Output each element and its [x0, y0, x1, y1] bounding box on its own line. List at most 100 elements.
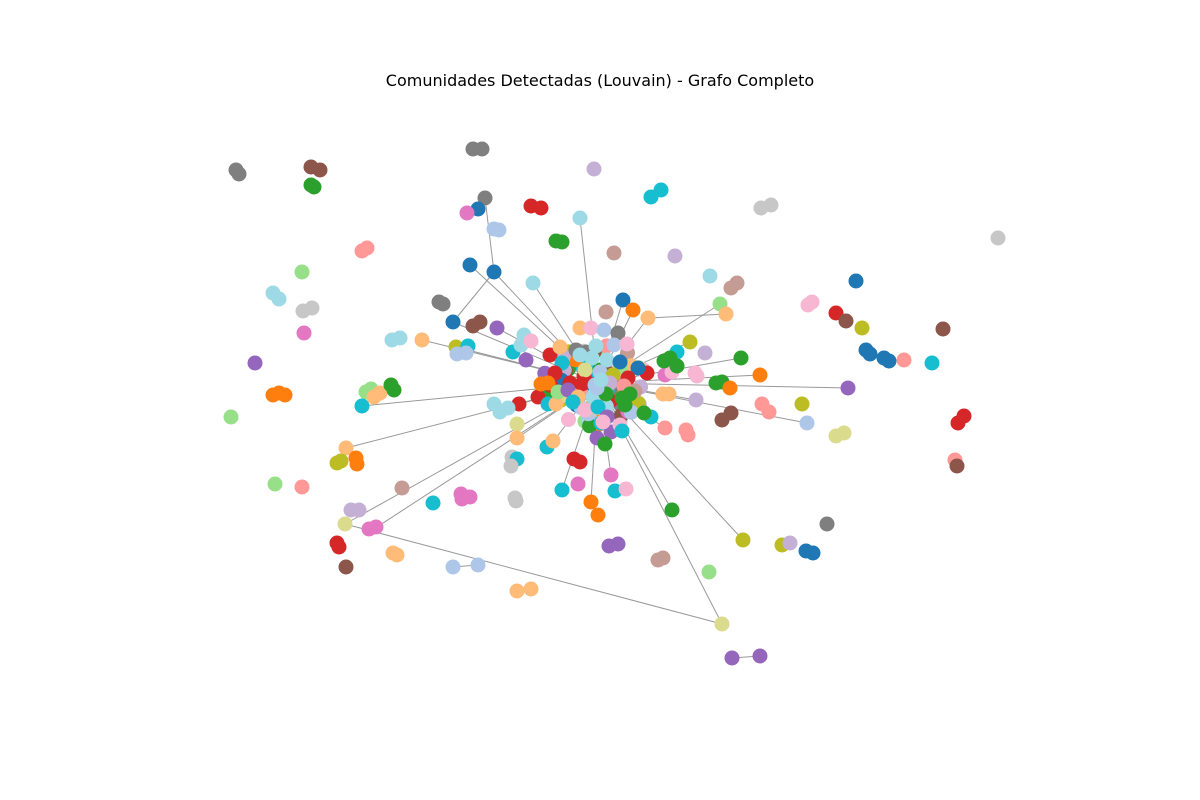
graph-node: [296, 325, 312, 341]
graph-node: [612, 354, 628, 370]
graph-node: [333, 453, 349, 469]
graph-node: [752, 367, 768, 383]
graph-node: [508, 493, 524, 509]
graph-node: [545, 433, 561, 449]
graph-node: [590, 399, 606, 415]
graph-node: [338, 559, 354, 575]
graph-node: [590, 507, 606, 523]
graph-node: [518, 352, 534, 368]
graph-node: [542, 347, 558, 363]
graph-node: [533, 200, 549, 216]
graph-node: [267, 476, 283, 492]
graph-node: [389, 547, 405, 563]
graph-node: [472, 314, 488, 330]
graph-node: [572, 210, 588, 226]
graph-node: [582, 418, 598, 434]
graph-node: [572, 347, 588, 363]
graph-node: [294, 479, 310, 495]
graph-node: [701, 564, 717, 580]
graph-node: [458, 345, 474, 361]
graph-node: [702, 268, 718, 284]
graph-node: [561, 412, 576, 427]
graph-node: [354, 398, 370, 414]
graph-node: [554, 482, 570, 498]
graph-node: [572, 454, 588, 470]
graph-node: [574, 376, 590, 392]
graph-node: [657, 420, 673, 436]
graph-node: [509, 430, 525, 446]
graph-node: [491, 222, 507, 238]
graph-nodes: [223, 141, 1006, 666]
graph-edge: [344, 523, 723, 625]
graph-node: [664, 502, 680, 518]
graph-node: [680, 427, 696, 443]
graph-node: [614, 423, 630, 439]
graph-node: [386, 382, 402, 398]
graph-node: [470, 557, 486, 573]
graph-node: [306, 179, 322, 195]
graph-node: [714, 412, 730, 428]
graph-node: [394, 480, 410, 496]
graph-node: [782, 535, 798, 551]
graph-node: [619, 336, 635, 352]
graph-node: [862, 346, 878, 362]
graph-node: [598, 304, 614, 320]
graph-node: [351, 502, 367, 518]
graph-node: [425, 495, 441, 511]
graph-node: [577, 362, 593, 378]
graph-node: [819, 516, 835, 532]
graph-node: [763, 197, 779, 213]
graph-node: [231, 166, 247, 182]
graph-node: [697, 345, 713, 361]
figure-title: Comunidades Detectadas (Louvain) - Grafo…: [385, 71, 815, 90]
graph-node: [445, 559, 461, 575]
graph-node: [548, 396, 564, 412]
graph-node: [454, 491, 470, 507]
graph-node: [630, 360, 646, 376]
graph-node: [247, 355, 263, 371]
graph-node: [950, 415, 966, 431]
graph-node: [366, 389, 382, 405]
graph-node: [223, 409, 239, 425]
graph-node: [722, 380, 738, 396]
graph-node: [554, 234, 570, 250]
graph-node: [577, 402, 593, 418]
graph-node: [509, 416, 525, 432]
graph-node: [669, 358, 685, 374]
graph-node: [525, 275, 541, 291]
graph-node: [848, 273, 864, 289]
graph-node: [636, 405, 652, 421]
graph-node: [500, 400, 516, 416]
graph-node: [597, 436, 613, 452]
graph-node: [572, 320, 588, 336]
graph-edge: [452, 271, 495, 323]
graph-node: [688, 392, 704, 408]
graph-node: [618, 481, 634, 497]
graph-node: [596, 322, 612, 338]
graph-node: [735, 532, 751, 548]
graph-node: [606, 245, 622, 261]
graph-node: [655, 550, 671, 566]
graph-edge: [648, 313, 727, 319]
graph-node: [667, 248, 683, 264]
graph-node: [836, 425, 852, 441]
graph-node: [523, 333, 539, 349]
graph-node: [828, 305, 844, 321]
graph-node: [271, 291, 287, 307]
graph-node: [924, 355, 940, 371]
graph-node: [277, 387, 293, 403]
graph-node: [312, 162, 328, 178]
graph-node: [552, 339, 568, 355]
graph-node: [610, 536, 626, 552]
graph-node: [724, 650, 740, 666]
graph-node: [445, 314, 461, 330]
graph-node: [368, 519, 384, 535]
graph-node: [595, 414, 611, 430]
graph-node: [881, 353, 897, 369]
graph-node: [509, 583, 525, 599]
graph-node: [640, 310, 656, 326]
graph-node: [584, 350, 600, 366]
graph-node: [714, 616, 730, 632]
graph-node: [359, 240, 375, 256]
graph-node: [603, 467, 619, 483]
